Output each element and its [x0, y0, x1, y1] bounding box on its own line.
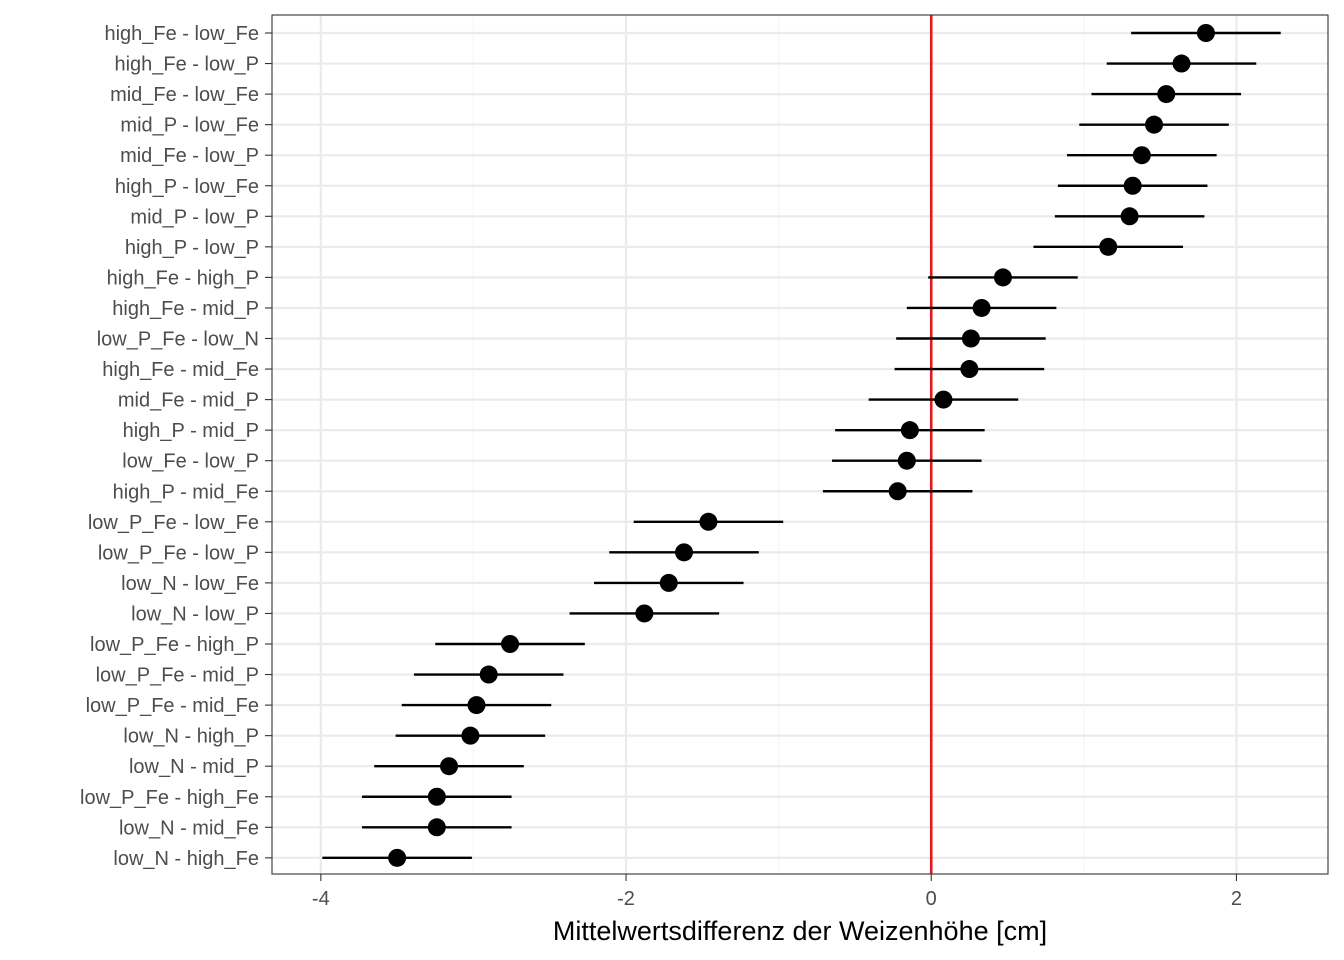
- estimate-point: [1123, 176, 1142, 195]
- y-tick-label: high_Fe - low_Fe: [104, 23, 259, 45]
- panel-border: [271, 14, 1329, 875]
- y-tick-label: low_N - mid_P: [129, 756, 259, 778]
- y-tick-label: high_Fe - low_P: [114, 54, 259, 76]
- estimate-point: [461, 726, 480, 745]
- y-tick-label: high_P - mid_Fe: [113, 481, 259, 503]
- y-tick-label: low_P_Fe - mid_P: [96, 665, 259, 687]
- estimate-point: [427, 818, 446, 837]
- y-tick-label: low_P_Fe - low_Fe: [88, 512, 259, 534]
- estimate-point: [993, 268, 1012, 287]
- y-tick-label: low_P_Fe - mid_Fe: [86, 695, 259, 717]
- y-tick-label: mid_P - low_P: [130, 206, 259, 228]
- y-tick-label: low_N - low_P: [131, 603, 259, 625]
- estimate-point: [934, 390, 953, 409]
- y-tick-label: high_Fe - high_P: [107, 267, 259, 289]
- y-tick-label: low_P_Fe - high_Fe: [80, 787, 259, 809]
- estimate-point: [1099, 237, 1118, 256]
- estimate-point: [427, 787, 446, 806]
- estimate-point: [1145, 115, 1164, 134]
- y-tick-label: mid_Fe - mid_P: [118, 390, 259, 412]
- estimate-point: [388, 848, 407, 867]
- y-tick-label: high_P - low_P: [125, 237, 259, 259]
- y-tick-label: low_N - mid_Fe: [119, 817, 259, 839]
- y-tick-label: low_N - high_Fe: [113, 848, 259, 870]
- estimate-point: [1172, 54, 1191, 73]
- x-axis-title: Mittelwertsdifferenz der Weizenhöhe [cm]: [553, 916, 1047, 946]
- y-tick-label: low_P_Fe - low_N: [97, 329, 259, 351]
- estimate-point: [635, 604, 654, 623]
- y-tick-label: high_P - mid_P: [123, 420, 259, 442]
- y-axis: high_Fe - low_Fe high_Fe - low_P mid_Fe - …: [80, 23, 272, 870]
- estimate-point: [900, 421, 919, 440]
- estimate-point: [479, 665, 498, 684]
- estimate-point: [1120, 207, 1139, 226]
- y-tick-label: high_P - low_Fe: [115, 176, 259, 198]
- y-tick-label: high_Fe - mid_P: [112, 298, 259, 320]
- estimate-point: [1157, 85, 1176, 104]
- y-tick-label: low_N - low_Fe: [121, 573, 259, 595]
- y-tick-label: mid_Fe - low_P: [120, 145, 259, 167]
- estimate-point: [1132, 146, 1151, 165]
- estimate-point: [659, 573, 678, 592]
- estimate-point: [961, 329, 980, 348]
- estimate-points: [388, 24, 1215, 867]
- x-axis: -4 -2 0 2: [312, 874, 1242, 910]
- estimate-point: [897, 451, 916, 470]
- x-tick-label: -2: [617, 888, 635, 910]
- estimate-point: [501, 635, 520, 653]
- estimate-point: [960, 360, 979, 379]
- estimate-point: [440, 757, 459, 776]
- y-tick-label: high_Fe - mid_Fe: [102, 359, 259, 381]
- y-tick-label: low_P_Fe - high_P: [90, 634, 259, 656]
- estimate-point: [1196, 24, 1215, 42]
- estimate-point: [699, 512, 718, 531]
- x-tick-label: 2: [1231, 888, 1242, 910]
- estimate-point: [888, 482, 907, 501]
- estimate-point: [972, 298, 991, 317]
- y-tick-label: low_Fe - low_P: [122, 451, 259, 473]
- x-tick-label: -4: [312, 888, 330, 910]
- estimate-point: [467, 696, 486, 715]
- estimate-point: [675, 543, 694, 562]
- y-tick-label: mid_Fe - low_Fe: [110, 84, 259, 106]
- y-tick-label: mid_P - low_Fe: [120, 115, 259, 137]
- y-tick-label: low_P_Fe - low_P: [98, 542, 259, 564]
- y-tick-label: low_N - high_P: [123, 726, 259, 748]
- x-tick-label: 0: [926, 888, 937, 910]
